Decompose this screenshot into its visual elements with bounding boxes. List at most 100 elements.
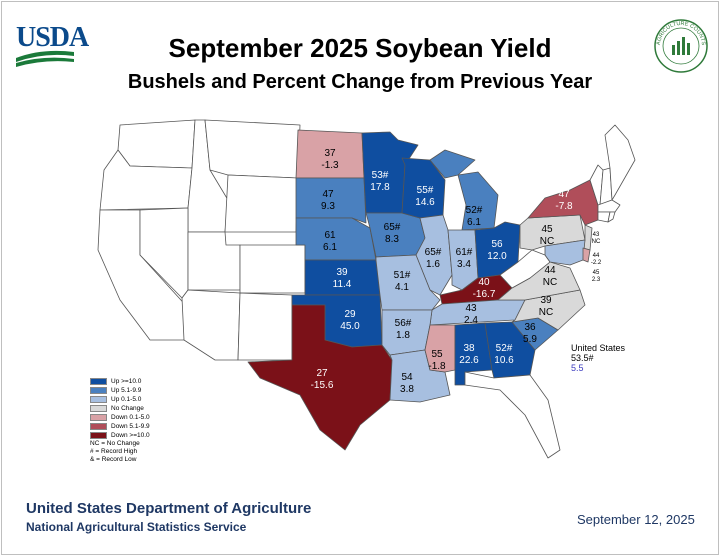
mi-change: 6.1 bbox=[467, 217, 481, 228]
mo-yield: 51# bbox=[394, 270, 411, 281]
al-change: 22.6 bbox=[459, 355, 479, 366]
state-south-dakota bbox=[295, 177, 367, 224]
ks-yield: 39 bbox=[336, 267, 348, 278]
nc-yield: 39 bbox=[540, 295, 552, 306]
al-yield: 38 bbox=[463, 343, 475, 354]
legend-label: Down >=10.0 bbox=[111, 432, 150, 439]
nj-change: NC bbox=[592, 239, 601, 245]
la-change: 3.8 bbox=[400, 384, 414, 395]
la-yield: 54 bbox=[401, 372, 413, 383]
mn-yield: 53# bbox=[372, 170, 389, 181]
usda-logo-text: USDA bbox=[16, 22, 89, 53]
us-total-label: United States bbox=[571, 343, 626, 353]
md-yield: 45 bbox=[593, 270, 600, 276]
in-yield: 61# bbox=[456, 247, 473, 258]
sc-yield: 36 bbox=[524, 322, 536, 333]
legend-item: Down >=10.0 bbox=[90, 431, 150, 440]
state-delaware bbox=[582, 247, 591, 263]
tx-change: -15.6 bbox=[311, 380, 334, 391]
de-change: -2.2 bbox=[591, 260, 602, 266]
legend-label: Down 0.1-5.0 bbox=[111, 414, 150, 421]
small-state-labels: 43 NC 44 -2.2 45 2.3 bbox=[591, 232, 602, 283]
us-total: United States 53.5# 5.5 bbox=[571, 343, 625, 373]
ky-yield: 40 bbox=[478, 277, 490, 288]
ar-change: 1.8 bbox=[396, 330, 410, 341]
nj-yield: 43 bbox=[593, 232, 600, 238]
sc-change: 5.9 bbox=[523, 334, 537, 345]
tn-change: 2.4 bbox=[464, 315, 478, 326]
state-nebraska bbox=[295, 217, 377, 261]
legend-swatch bbox=[90, 396, 107, 403]
md-change: 2.3 bbox=[592, 277, 601, 283]
ms-change: -1.8 bbox=[428, 361, 446, 372]
ia-yield: 65# bbox=[384, 222, 401, 233]
wi-change: 14.6 bbox=[415, 197, 435, 208]
ga-change: 10.6 bbox=[494, 355, 514, 366]
tn-yield: 43 bbox=[465, 303, 477, 314]
pa-yield: 45 bbox=[541, 224, 553, 235]
page-subtitle: Bushels and Percent Change from Previous… bbox=[127, 71, 593, 93]
oh-yield: 56 bbox=[491, 239, 503, 250]
state-florida bbox=[464, 371, 561, 459]
usda-logo-swoosh bbox=[16, 50, 74, 67]
legend-note: NC = No Change bbox=[90, 440, 140, 447]
sd-change: 9.3 bbox=[321, 201, 335, 212]
state-massachusetts bbox=[597, 199, 621, 213]
state-wyoming bbox=[224, 174, 299, 233]
footer-department: United States Department of Agriculture bbox=[26, 500, 312, 517]
legend-item: Down 0.1-5.0 bbox=[90, 413, 150, 422]
ny-yield: 47 bbox=[558, 189, 570, 200]
mn-change: 17.8 bbox=[370, 182, 390, 193]
legend-item: Up 0.1-5.0 bbox=[90, 395, 150, 404]
ks-change: 11.4 bbox=[333, 279, 352, 290]
usda-logo: USDA bbox=[14, 22, 89, 68]
legend-item: Up >=10.0 bbox=[90, 377, 150, 386]
legend-label: Up >=10.0 bbox=[111, 378, 142, 385]
state-labels: 37 -1.3 53# 17.8 47 9.3 55# 14.6 52# 6.1… bbox=[311, 148, 573, 395]
legend-item: No Change bbox=[90, 404, 150, 413]
state-rhode-island bbox=[607, 211, 616, 223]
legend-label: No Change bbox=[111, 405, 144, 412]
ok-change: 45.0 bbox=[340, 321, 360, 332]
page-title: September 2025 Soybean Yield bbox=[168, 33, 552, 63]
map-legend: Up >=10.0 Up 5.1-9.9 Up 0.1-5.0 No Chang… bbox=[90, 377, 150, 464]
legend-swatch bbox=[90, 423, 107, 430]
footer-service: National Agricultural Statistics Service bbox=[26, 520, 247, 534]
mi-yield: 52# bbox=[466, 205, 483, 216]
legend-label: Down 5.1-9.9 bbox=[111, 423, 150, 430]
state-texas bbox=[247, 304, 393, 451]
state-washington bbox=[117, 119, 196, 169]
legend-note: # = Record High bbox=[90, 448, 138, 455]
ky-change: -16.7 bbox=[473, 289, 496, 300]
legend-swatch bbox=[90, 414, 107, 421]
ga-yield: 52# bbox=[496, 343, 513, 354]
legend-swatch bbox=[90, 378, 107, 385]
legend-swatch bbox=[90, 405, 107, 412]
oh-change: 12.0 bbox=[487, 251, 507, 262]
in-change: 3.4 bbox=[457, 259, 471, 270]
nd-change: -1.3 bbox=[321, 160, 339, 171]
de-yield: 44 bbox=[593, 253, 600, 259]
legend-label: Up 5.1-9.9 bbox=[111, 387, 142, 394]
us-total-yield: 53.5# bbox=[571, 353, 594, 363]
state-arizona bbox=[181, 289, 241, 361]
agriculture-counts-seal: AGRICULTURE COUNTS bbox=[654, 19, 708, 73]
legend-label: Up 0.1-5.0 bbox=[111, 396, 142, 403]
state-colorado bbox=[239, 244, 306, 294]
ar-yield: 56# bbox=[395, 318, 412, 329]
il-change: 1.6 bbox=[426, 259, 440, 270]
il-yield: 65# bbox=[425, 247, 442, 258]
state-west-virginia bbox=[499, 249, 551, 289]
va-change: NC bbox=[543, 277, 557, 288]
nd-yield: 37 bbox=[324, 148, 336, 159]
ms-yield: 55 bbox=[431, 349, 443, 360]
state-montana bbox=[204, 119, 301, 179]
tx-yield: 27 bbox=[316, 368, 328, 379]
ne-change: 6.1 bbox=[323, 242, 337, 253]
ok-yield: 29 bbox=[344, 309, 356, 320]
us-total-change: 5.5 bbox=[571, 363, 584, 373]
ia-change: 8.3 bbox=[385, 234, 399, 245]
legend-note: & = Record Low bbox=[90, 456, 137, 463]
